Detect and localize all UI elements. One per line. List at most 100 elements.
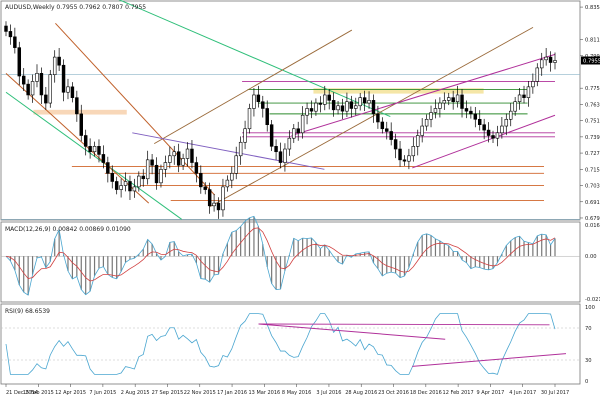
candle-up bbox=[508, 110, 513, 120]
time-tick-label: 21 Dec 2014 bbox=[6, 390, 38, 396]
time-tick-label: 27 Sep 2015 bbox=[152, 390, 184, 396]
rsi-trendline-flat bbox=[258, 323, 550, 326]
time-tick-label: 30 Jul 2017 bbox=[541, 390, 569, 396]
candle-up bbox=[314, 102, 318, 112]
time-tick-label: 2 Aug 2015 bbox=[121, 390, 150, 396]
candle-up bbox=[517, 94, 522, 103]
candle-up bbox=[119, 185, 123, 190]
macd-tick-label: -0.02159 bbox=[585, 297, 600, 303]
candle-down bbox=[269, 124, 274, 147]
candle-up bbox=[48, 74, 53, 104]
candle-up bbox=[252, 94, 256, 109]
candle-up bbox=[429, 112, 433, 120]
main-title: AUDUSD,Weekly 0.7955 0.7962 0.7807 0.795… bbox=[5, 4, 146, 11]
candle-down bbox=[491, 135, 495, 139]
candle-up bbox=[123, 181, 128, 186]
candle-up bbox=[238, 141, 243, 157]
candle-down bbox=[61, 64, 66, 93]
candle-down bbox=[39, 73, 44, 96]
candle-down bbox=[349, 101, 354, 109]
rsi-trendline-bottom bbox=[412, 353, 567, 367]
rsi-tick-label: 30 bbox=[585, 358, 592, 364]
candle-up bbox=[539, 59, 544, 69]
candle-down bbox=[278, 151, 283, 163]
candle-up bbox=[159, 169, 163, 184]
candle-up bbox=[407, 155, 411, 162]
candle-down bbox=[398, 148, 402, 161]
candle-down bbox=[318, 102, 323, 105]
candle-down bbox=[340, 105, 345, 112]
candle-down bbox=[70, 86, 75, 98]
candle-down bbox=[13, 36, 17, 48]
candle-down bbox=[389, 131, 393, 140]
magenta-support-trendline bbox=[412, 114, 556, 169]
candle-up bbox=[212, 202, 216, 207]
candle-down bbox=[548, 56, 553, 63]
green-channel-line bbox=[5, 91, 182, 220]
candle-down bbox=[4, 25, 8, 32]
candle-up bbox=[168, 155, 172, 163]
candle-up bbox=[345, 101, 349, 112]
candle-down bbox=[57, 56, 61, 66]
candle-down bbox=[44, 94, 48, 104]
rsi-tick-label: 0 bbox=[585, 379, 588, 385]
candle-up bbox=[305, 108, 309, 116]
green-trendline bbox=[118, 0, 391, 118]
candle-down bbox=[150, 159, 154, 166]
candle-up bbox=[526, 86, 531, 98]
candle-up bbox=[292, 128, 296, 139]
candle-up bbox=[500, 125, 504, 134]
candle-up bbox=[416, 135, 420, 147]
candle-up bbox=[287, 137, 292, 150]
time-tick-label: 7 Jun 2015 bbox=[89, 390, 116, 396]
candle-down bbox=[26, 83, 30, 96]
candle-down bbox=[199, 173, 203, 188]
candle-down bbox=[402, 159, 407, 162]
rsi-tick-label: 70 bbox=[585, 326, 592, 332]
candle-up bbox=[35, 73, 39, 82]
macd-tick-label: 0.01616 bbox=[585, 223, 600, 229]
candle-up bbox=[243, 128, 247, 143]
candle-up bbox=[553, 60, 557, 63]
candle-down bbox=[88, 146, 92, 153]
candle-down bbox=[393, 139, 398, 150]
time-tick-label: 12 Apr 2015 bbox=[55, 390, 86, 396]
candle-down bbox=[190, 148, 194, 163]
candle-down bbox=[482, 124, 486, 131]
time-tick-label: 23 Oct 2016 bbox=[378, 390, 409, 396]
rsi-trendline-top bbox=[258, 323, 446, 340]
candle-down bbox=[101, 154, 106, 163]
candle-down bbox=[327, 94, 331, 101]
candle-up bbox=[230, 173, 234, 181]
rsi-tick-label: 100 bbox=[585, 305, 595, 311]
candle-down bbox=[75, 97, 79, 115]
candle-up bbox=[531, 81, 535, 88]
candle-down bbox=[8, 31, 13, 38]
candle-down bbox=[296, 128, 300, 134]
time-tick-label: 12 Feb 2017 bbox=[443, 390, 474, 396]
candle-up bbox=[367, 100, 371, 104]
magenta-up-trendline bbox=[291, 53, 556, 136]
candle-down bbox=[274, 146, 278, 153]
candle-down bbox=[110, 173, 114, 182]
candle-down bbox=[486, 129, 491, 136]
candle-down bbox=[97, 146, 101, 155]
candle-down bbox=[21, 75, 26, 85]
candle-up bbox=[181, 158, 185, 166]
candle-down bbox=[478, 118, 482, 125]
candle-down bbox=[460, 94, 464, 109]
candle-up bbox=[52, 56, 57, 75]
candle-up bbox=[411, 146, 416, 157]
brown-up-channel-top bbox=[154, 29, 353, 145]
candle-up bbox=[137, 175, 141, 188]
candle-down bbox=[385, 128, 389, 132]
